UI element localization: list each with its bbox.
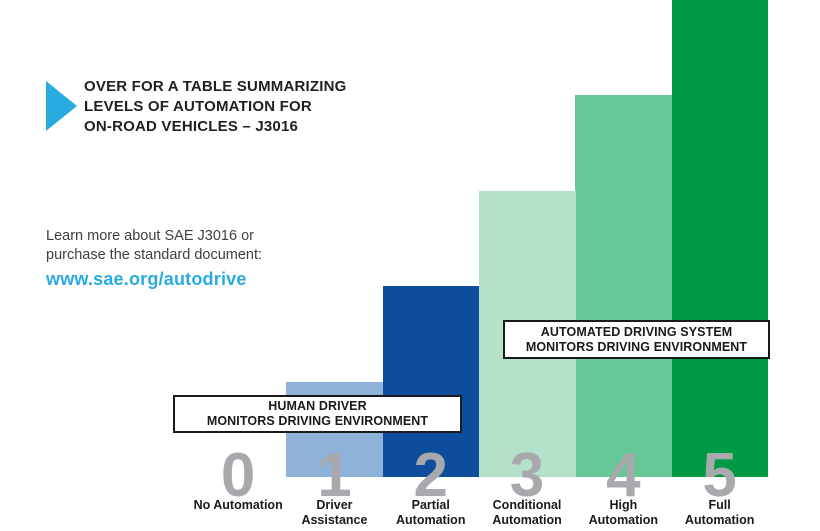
learn-more-line-1: Learn more about SAE J3016 or xyxy=(46,228,254,244)
automated-system-callout: AUTOMATED DRIVING SYSTEM MONITORS DRIVIN… xyxy=(503,320,770,359)
automated-system-callout-line-2: MONITORS DRIVING ENVIRONMENT xyxy=(525,339,748,354)
bar-level-5 xyxy=(671,0,769,477)
right-triangle-icon xyxy=(46,81,77,131)
level-numeral-2: 2 xyxy=(413,441,448,510)
level-label-3: Conditional Automation xyxy=(492,498,562,527)
title-line-3: ON-ROAD VEHICLES – J3016 xyxy=(84,118,299,135)
human-driver-callout: HUMAN DRIVER MONITORS DRIVING ENVIRONMEN… xyxy=(173,395,462,433)
level-label-1: Driver Assistance xyxy=(301,498,368,527)
level-numeral-3: 3 xyxy=(509,441,545,510)
level-label-0: No Automation xyxy=(193,498,283,512)
level-numeral-4: 4 xyxy=(606,441,641,510)
level-numeral-1: 1 xyxy=(317,441,352,510)
page-title: OVER FOR A TABLE SUMMARIZING LEVELS OF A… xyxy=(84,77,347,137)
sae-autodrive-link[interactable]: www.sae.org/autodrive xyxy=(46,269,247,289)
title-line-2: LEVELS OF AUTOMATION FOR xyxy=(84,98,312,115)
automated-system-callout-line-1: AUTOMATED DRIVING SYSTEM xyxy=(540,324,733,339)
bar-level-4 xyxy=(575,95,672,477)
human-driver-callout-line-2: MONITORS DRIVING ENVIRONMENT xyxy=(206,414,429,428)
level-numeral-5: 5 xyxy=(702,441,737,510)
bar-level-2 xyxy=(382,286,480,477)
learn-more-block: Learn more about SAE J3016 or purchase t… xyxy=(46,227,262,289)
level-numeral-0: 0 xyxy=(220,441,256,510)
title-line-1: OVER FOR A TABLE SUMMARIZING xyxy=(84,78,347,95)
human-driver-callout-line-1: HUMAN DRIVER xyxy=(268,399,367,413)
level-label-4: High Automation xyxy=(588,498,659,527)
level-label-2: Partial Automation xyxy=(396,498,466,527)
learn-more-line-2: purchase the standard document: xyxy=(46,247,263,263)
level-label-5: Full Automation xyxy=(684,498,755,527)
